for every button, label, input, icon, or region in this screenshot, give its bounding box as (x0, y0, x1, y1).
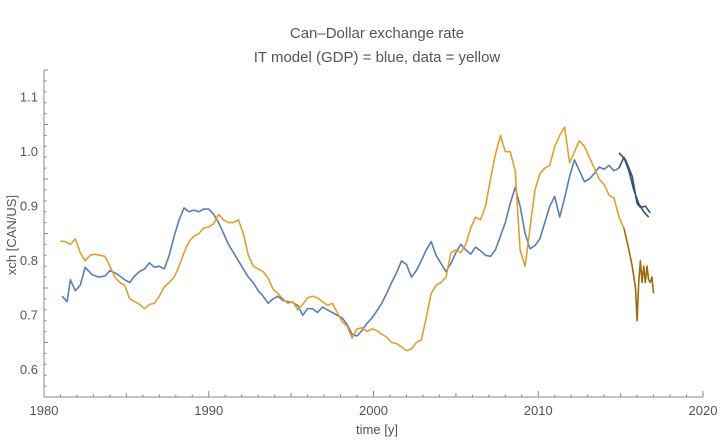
series-line-data-recent (623, 227, 655, 322)
y-tick-label: 0.8 (20, 253, 38, 268)
x-tick-label: 1980 (30, 403, 59, 418)
x-axis-label: time [y] (356, 422, 398, 437)
chart-subtitle: IT model (GDP) = blue, data = yellow (254, 49, 501, 66)
axes: 1980 1990 2000 2010 2020 0.6 0.7 0.8 0.9 1.0 1.1 (20, 69, 718, 418)
series-line-it-model-gdp (61, 159, 620, 337)
series-line-data (60, 126, 625, 352)
y-tick-label: 1.1 (20, 89, 38, 104)
y-tick-label: 1.0 (20, 144, 38, 159)
x-tick-label: 2010 (524, 403, 553, 418)
y-tick-label: 0.9 (20, 198, 38, 213)
y-axis-label: xch [CAN/US] (4, 195, 19, 275)
series-group (60, 126, 655, 352)
y-tick-label: 0.6 (20, 362, 38, 377)
y-tick-label: 0.7 (20, 307, 38, 322)
x-tick-label: 2020 (689, 403, 718, 418)
x-tick-label: 2000 (359, 403, 388, 418)
x-tick-label: 1990 (194, 403, 223, 418)
series-line-it-model-forecast-tail (618, 152, 651, 214)
chart-title: Can–Dollar exchange rate (290, 25, 464, 42)
